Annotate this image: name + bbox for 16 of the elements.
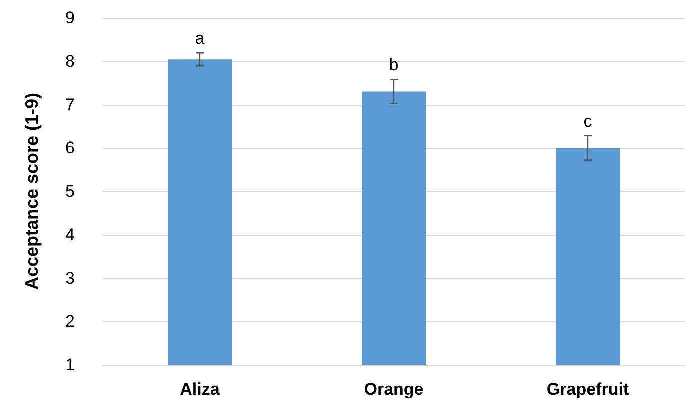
y-tick-label: 3 [66, 268, 75, 288]
y-axis-title: Acceptance score (1-9) [22, 92, 42, 290]
y-tick-label: 6 [66, 138, 75, 158]
annotation: c [584, 112, 593, 131]
annotation: a [195, 29, 206, 48]
y-tick-label: 9 [66, 8, 75, 28]
x-tick-label: Orange [364, 380, 424, 399]
annotation: b [389, 56, 399, 75]
y-tick-label: 7 [66, 95, 75, 114]
x-tick-label: Aliza [180, 380, 220, 399]
y-tick-label: 5 [66, 182, 75, 201]
y-tick-label: 8 [66, 52, 75, 71]
y-tick-label: 2 [66, 312, 75, 332]
y-tick-label: 1 [66, 356, 75, 374]
y-tick-label: 4 [66, 225, 75, 244]
x-tick-label: Grapefruit [546, 380, 630, 399]
